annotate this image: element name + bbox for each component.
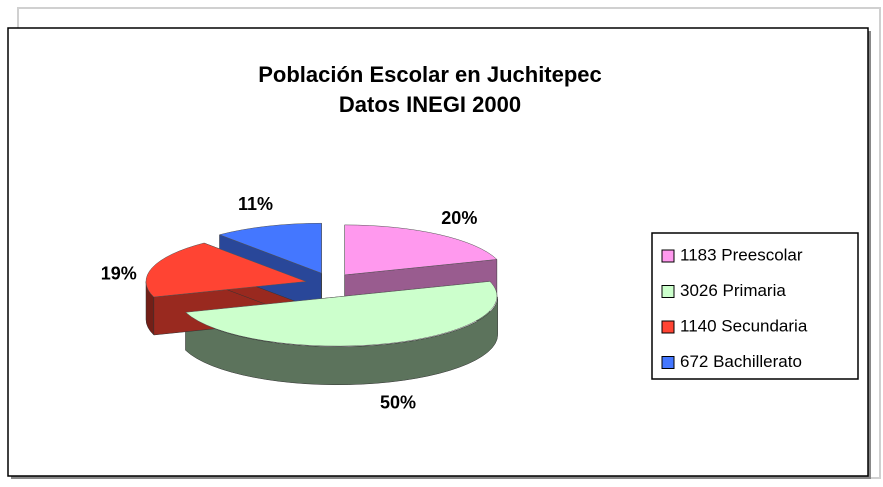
- legend-label: 1183 Preescolar: [680, 245, 803, 264]
- legend-label: 672 Bachillerato: [680, 352, 802, 371]
- slice: [145, 242, 307, 298]
- legend-swatch: [661, 356, 675, 369]
- legend-label: 3026 Primaria: [680, 281, 786, 300]
- legend-box: [651, 232, 859, 380]
- chart-subtitle: Datos INEGI 2000: [339, 92, 521, 117]
- data-label: 11%: [238, 194, 273, 214]
- legend-swatch: [661, 320, 675, 334]
- legend-swatch: [661, 285, 675, 298]
- data-label: 19%: [101, 263, 137, 283]
- legend-swatch: [661, 249, 675, 263]
- slice: [218, 222, 322, 274]
- slice-side: [185, 296, 498, 386]
- pie-tops: [145, 222, 498, 347]
- chart-title: Población Escolar en Juchitepec: [258, 62, 602, 87]
- slice: [185, 281, 498, 347]
- legend-label: 1140 Secundaria: [680, 316, 808, 335]
- data-label: 20%: [441, 208, 477, 228]
- slice: [344, 224, 498, 276]
- data-label: 50%: [380, 393, 416, 413]
